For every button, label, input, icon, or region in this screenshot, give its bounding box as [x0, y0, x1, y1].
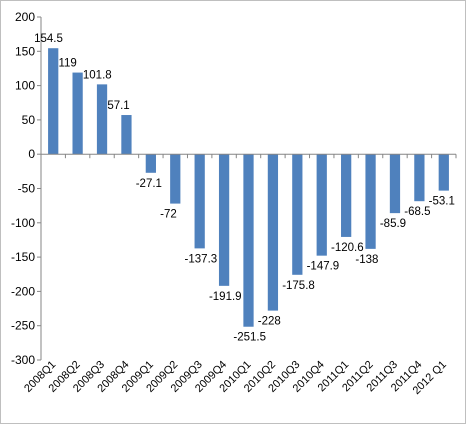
data-label: 119 — [58, 58, 76, 70]
bar-2010q2 — [267, 154, 279, 311]
y-tick-label: 0 — [28, 147, 35, 161]
bar-2008q3 — [96, 84, 108, 155]
axes — [40, 17, 457, 360]
y-tick-label: 150 — [15, 44, 35, 58]
bar-2008q2 — [72, 72, 83, 155]
bar-2008q1 — [48, 48, 59, 155]
y-tick-label: -100 — [11, 216, 35, 230]
bar-2010q3 — [292, 154, 303, 275]
data-labels: 154.5 119 101.8 57.1 -27.1 -72 -137.3 -191.9 -25… — [34, 33, 455, 344]
bar-2011q2 — [365, 154, 376, 249]
data-label: -251.5 — [233, 332, 266, 344]
bar-2012q1 — [438, 154, 449, 191]
y-tick-label: 50 — [22, 113, 36, 127]
data-label: -147.9 — [307, 261, 340, 273]
bars — [48, 48, 449, 327]
data-label: -27.1 — [136, 178, 162, 190]
data-label: 101.8 — [83, 69, 112, 81]
data-label: -85.9 — [380, 218, 406, 230]
bar-2011q4 — [414, 154, 425, 202]
data-label: 154.5 — [34, 33, 63, 45]
data-label: -138 — [355, 254, 378, 266]
y-axis-ticks: 200 150 100 50 0 -50 -100 -150 -200 -250 -300 — [11, 10, 41, 367]
data-label: -53.1 — [429, 196, 455, 208]
data-label: 57.1 — [107, 100, 129, 112]
y-tick-label: -200 — [11, 284, 35, 298]
bar-2009q1 — [145, 154, 156, 173]
bar-2011q3 — [389, 154, 401, 214]
data-label: -137.3 — [185, 253, 218, 265]
bar-2009q4 — [218, 154, 230, 286]
bar-2011q1 — [341, 154, 352, 237]
y-tick-label: 100 — [15, 79, 35, 93]
data-label: -191.9 — [209, 291, 242, 303]
data-label: -120.6 — [331, 242, 364, 254]
data-label: -72 — [160, 209, 177, 221]
x-axis-ticks: 2008Q12008Q22008Q32008Q42009Q12009Q22009… — [22, 359, 449, 397]
bar-2008q4 — [121, 115, 132, 155]
data-label: -68.5 — [404, 206, 430, 218]
y-tick-label: -150 — [11, 250, 35, 264]
bar-2010q4 — [316, 154, 327, 256]
bar-2009q2 — [170, 154, 181, 204]
bar-2010q1 — [243, 154, 254, 327]
bar-2009q3 — [194, 154, 205, 249]
y-tick-label: 200 — [15, 10, 35, 24]
data-label: -175.8 — [282, 280, 315, 292]
data-label: -228 — [258, 316, 281, 328]
y-tick-label: -300 — [11, 353, 35, 367]
y-tick-label: -50 — [18, 182, 36, 196]
y-tick-label: -250 — [11, 319, 35, 333]
